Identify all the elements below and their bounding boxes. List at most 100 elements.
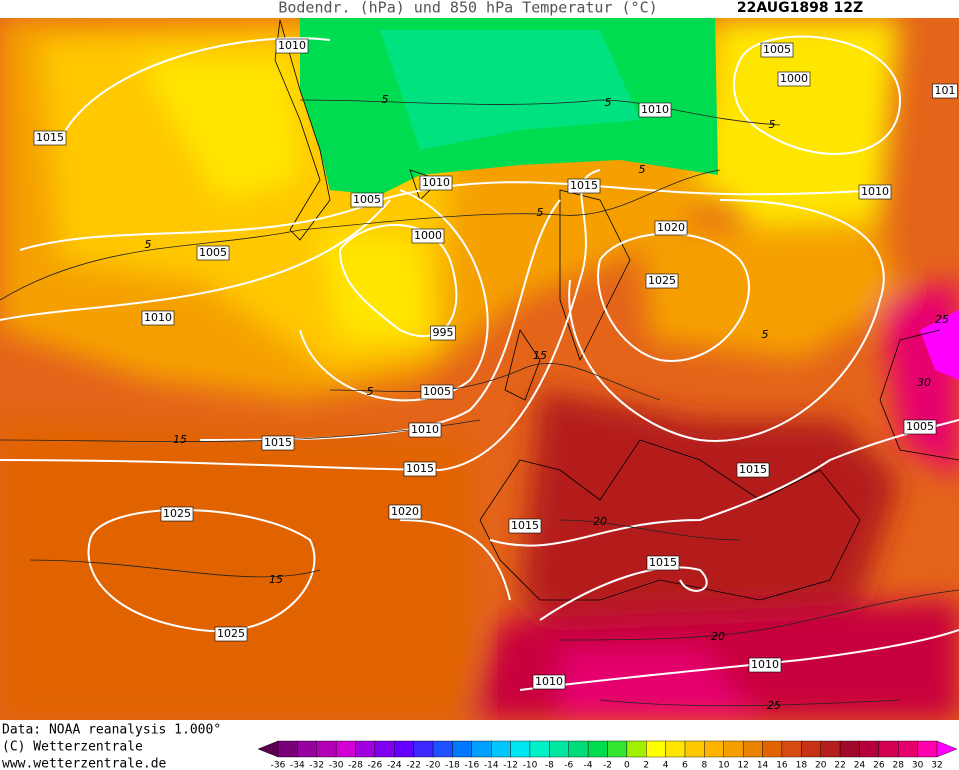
colorbar-tick-label: 24: [854, 761, 866, 770]
colorbar-tick-label: -14: [484, 761, 499, 770]
isobar-label: 1010: [422, 176, 450, 189]
isobar-label: 1015: [739, 463, 767, 476]
isotherm-label: 5: [639, 163, 646, 176]
colorbar-box: [432, 740, 453, 758]
isobar-label-box: [903, 419, 937, 435]
isobar-label-box: [33, 130, 67, 146]
colorbar-box: [413, 740, 434, 758]
colorbar-box: [898, 740, 918, 758]
colorbar-tick-label: 32: [931, 761, 942, 770]
colorbar-box: [452, 740, 473, 758]
colorbar-tick-label: -2: [603, 761, 612, 770]
isotherm-label: 15: [269, 573, 283, 586]
isobar-label-box: [430, 325, 456, 341]
colorbar-tick-label: 10: [718, 761, 730, 770]
colorbar-box: [491, 740, 511, 758]
colorbar-tick-label: -18: [445, 761, 460, 770]
colorbar-arrow: [257, 740, 279, 758]
isobar-label: 1005: [353, 193, 381, 206]
isobar-label: 1000: [780, 72, 808, 85]
colorbar-tick-label: 20: [815, 761, 827, 770]
colorbar-tick-label: -22: [406, 761, 421, 770]
colorbar-box: [549, 740, 569, 758]
colorbar-box: [839, 740, 860, 758]
isobar-label-box: [408, 422, 442, 438]
isobar-label-box: [350, 192, 384, 208]
isobar-label-box: [736, 462, 770, 478]
colorbar-box: [704, 740, 724, 758]
isobar-label-box: [638, 102, 672, 118]
isobar-label-box: [141, 310, 175, 326]
isobar-label: 1015: [36, 131, 64, 144]
isobar-label: 1000: [414, 229, 442, 242]
isotherm-label: 5: [382, 93, 389, 106]
colorbar-box: [917, 740, 938, 758]
isobar-label: 1010: [641, 103, 669, 116]
colorbar-tick-label: -4: [584, 761, 593, 770]
isobar-label: 1010: [278, 39, 306, 52]
colorbar-box: [394, 740, 414, 758]
colorbar-tick-label: 6: [682, 761, 688, 770]
colorbar-tick-label: 26: [873, 761, 885, 770]
isobar-label-box: [532, 674, 566, 690]
isobar-label: 1010: [861, 185, 889, 198]
colorbar: -36 -34 -32 -30 -28 -26 -24 -22 -20 -18 -16 -14 -12-…: [257, 740, 958, 770]
colorbar-tick-label: -34: [290, 761, 305, 770]
colorbar-box: [762, 740, 783, 758]
colorbar-box: [471, 740, 492, 758]
colorbar-tick-label: -26: [368, 761, 383, 770]
colorbar-tick-label: 30: [912, 761, 924, 770]
isobar-label-box: [275, 38, 309, 54]
colorbar-box: [374, 740, 395, 758]
isobar-label-box: [419, 175, 453, 191]
isotherm-label: 15: [533, 349, 547, 362]
isobar-label: 995: [433, 326, 454, 339]
map-title: Bodendr. (hPa) und 850 hPa Temperatur (°…: [278, 0, 657, 17]
colorbar-tick-label: -36: [271, 761, 286, 770]
colorbar-box: [355, 740, 376, 758]
isotherm-label: 20: [593, 515, 607, 528]
isobar-label: 1025: [648, 274, 676, 287]
isobar-label: 1010: [535, 675, 563, 688]
colorbar-box: [510, 740, 531, 758]
footer-line: (C) Wetterzentrale: [2, 740, 143, 755]
isobar-label: 1015: [649, 556, 677, 569]
colorbar-box: [742, 740, 763, 758]
colorbar-tick-label: -12: [503, 761, 518, 770]
colorbar-tick-label: 0: [624, 761, 630, 770]
colorbar-tick-label: 16: [776, 761, 788, 770]
isobar-label-box: [567, 178, 601, 194]
isobar-label: 1005: [199, 246, 227, 259]
colorbar-box: [568, 740, 589, 758]
isobar-label: 1010: [411, 423, 439, 436]
footer-line: www.wetterzentrale.de: [2, 757, 167, 770]
isobar-label: 1025: [217, 627, 245, 640]
labels: 1010 1015 1005 1010 1005 1010 1000 995 1005 1010 1…: [33, 38, 958, 712]
isotherm-label: 15: [173, 433, 187, 446]
isobar-label-box: [748, 657, 782, 673]
colorbar-box: [665, 740, 686, 758]
colorbar-box: [316, 740, 337, 758]
colorbar-tick-label: 18: [796, 761, 808, 770]
isobar-label-box: [420, 384, 454, 400]
colorbar-box: [878, 740, 899, 758]
isobar-label-box: [160, 506, 194, 522]
colorbar-box: [297, 740, 317, 758]
isobar-label-box: [858, 184, 892, 200]
isobar: [0, 35, 959, 691]
colorbar-tick-label: -20: [426, 761, 441, 770]
colorbar-box: [626, 740, 647, 758]
isotherm-label: 25: [767, 699, 781, 712]
isobar-label: 1020: [657, 221, 685, 234]
isobar-label: 1005: [423, 385, 451, 398]
isotherm-label: 5: [605, 96, 612, 109]
colorbar-tick-label: 22: [834, 761, 845, 770]
colorbar-box: [684, 740, 705, 758]
colorbar-box: [859, 740, 880, 758]
colorbar-box: [781, 740, 802, 758]
isotherm-label: 5: [145, 238, 152, 251]
colorbar-box: [529, 740, 550, 758]
map-date: 22AUG1898 12Z: [737, 0, 863, 16]
colorbar-box: [801, 740, 821, 758]
